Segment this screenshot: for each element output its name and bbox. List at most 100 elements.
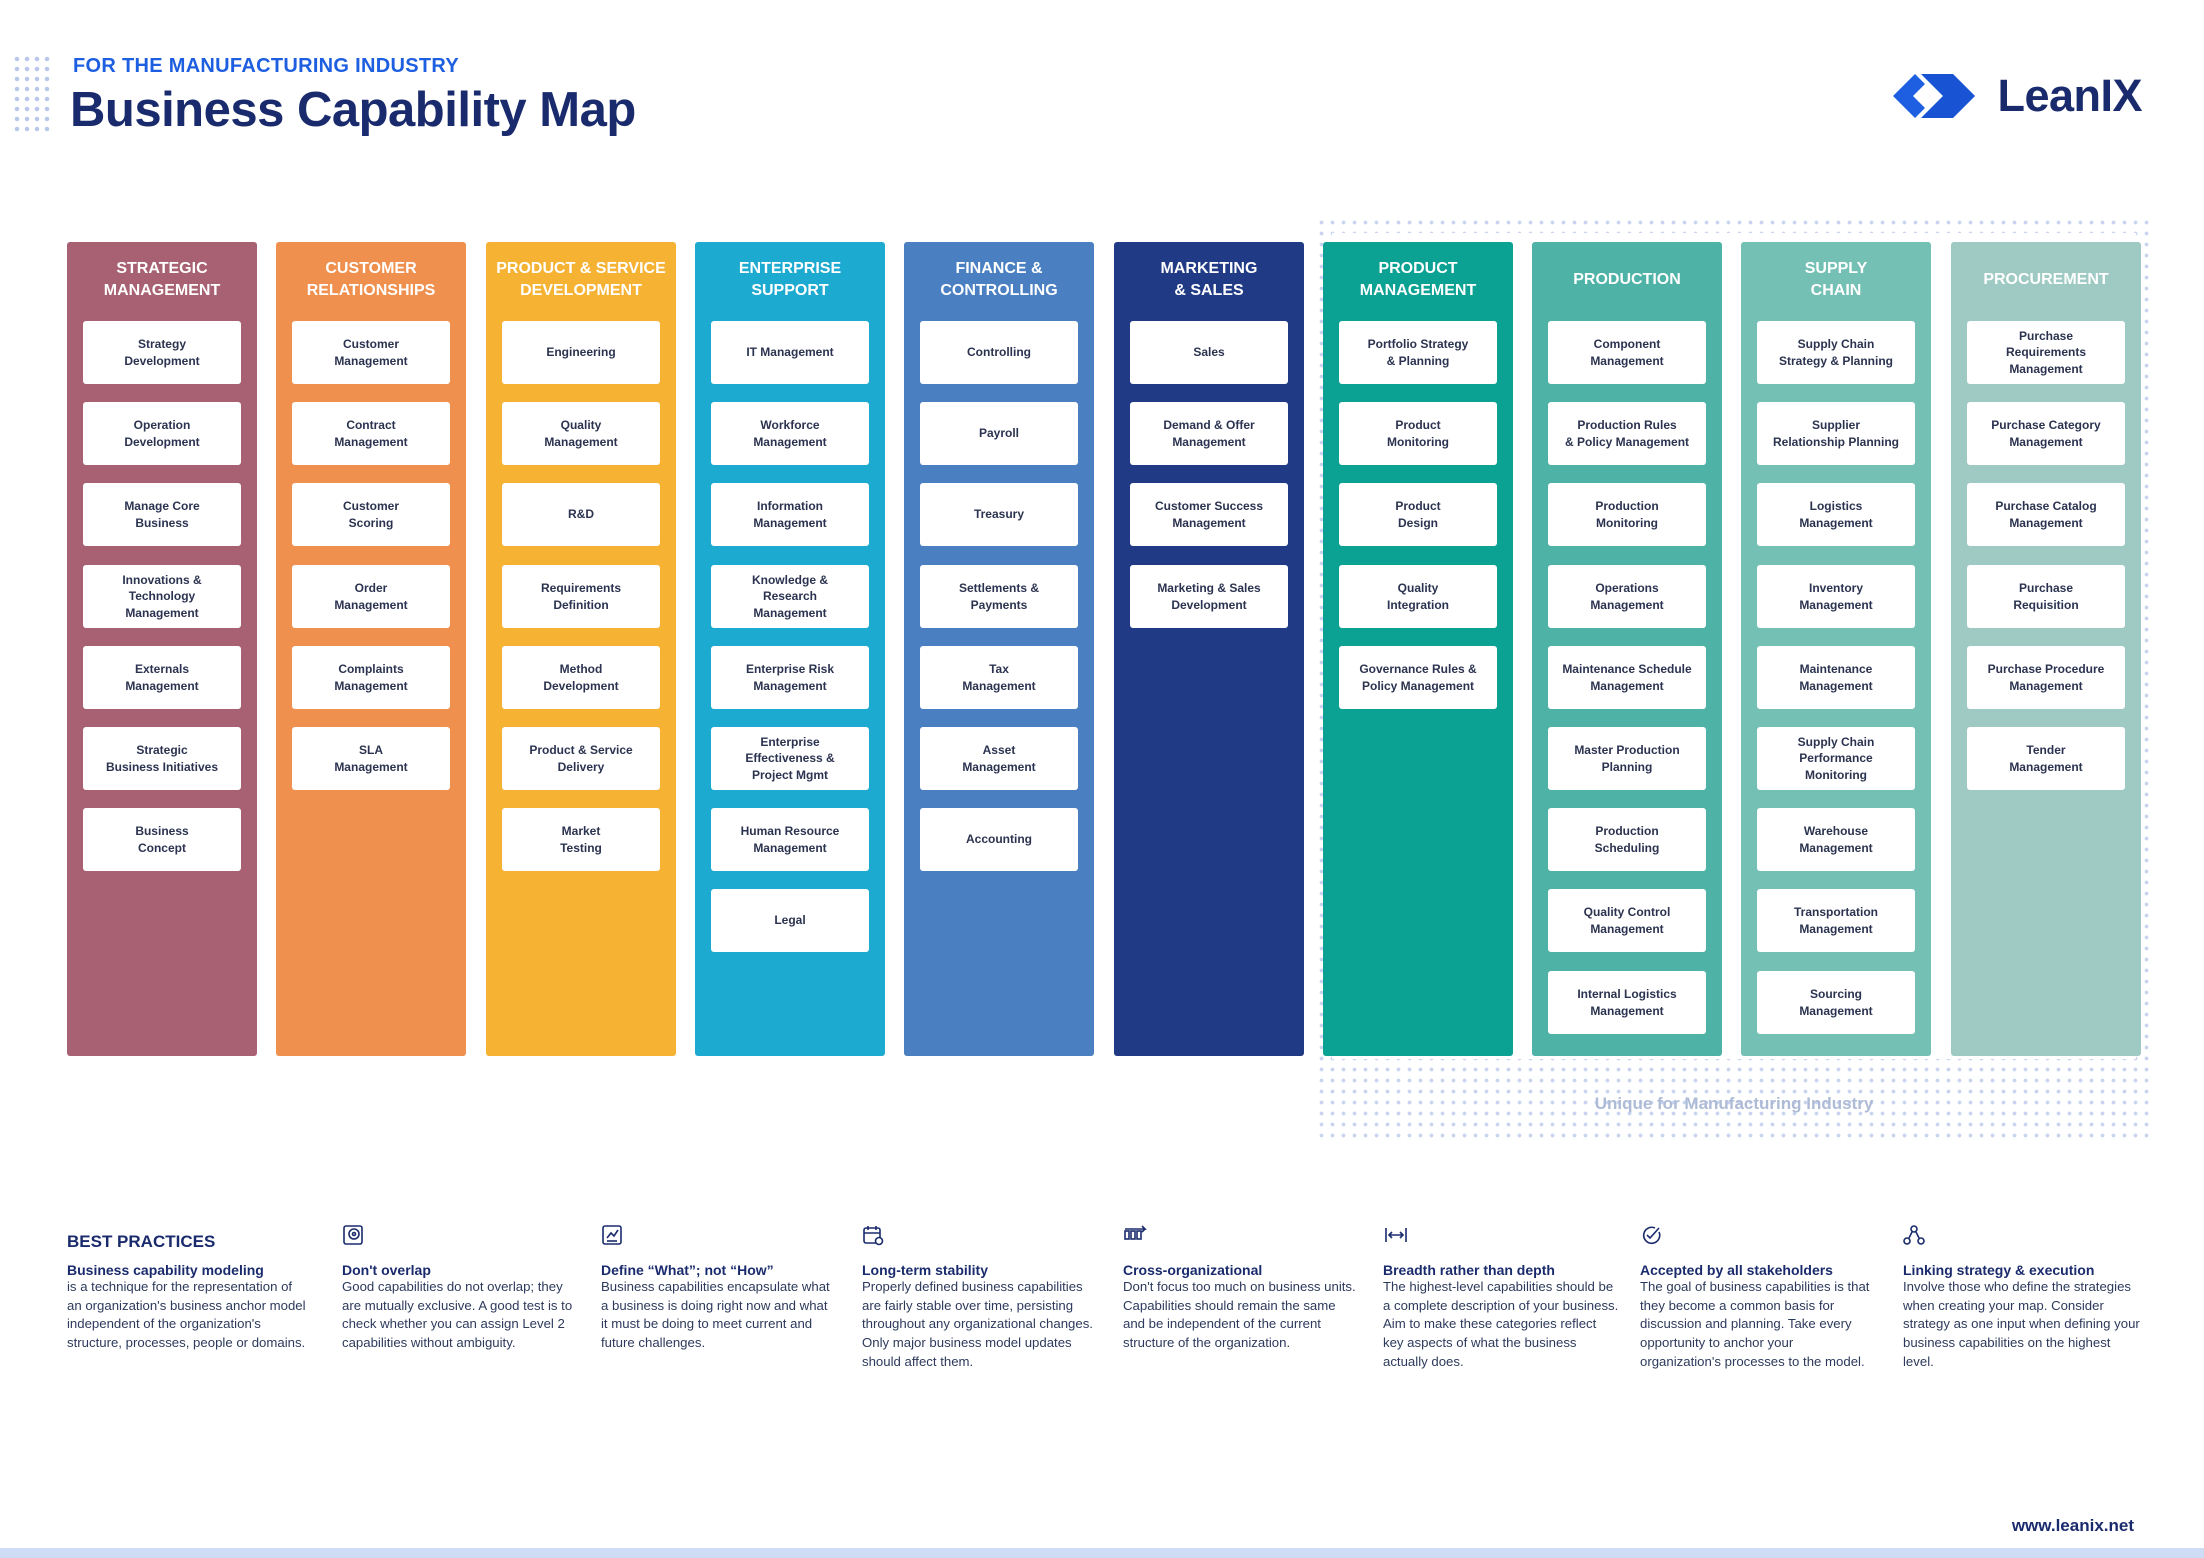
capability-card[interactable]: Market Testing (502, 808, 660, 871)
best-practice-intro-head: Business capability modeling (67, 1262, 264, 1278)
capability-card[interactable]: Method Development (502, 646, 660, 709)
capability-card[interactable]: Information Management (711, 483, 869, 546)
capability-card[interactable]: Customer Scoring (292, 483, 450, 546)
capability-card[interactable]: Product & Service Delivery (502, 727, 660, 790)
best-practice-head: Don't overlap (342, 1262, 431, 1278)
best-practice-item: Linking strategy & execution Involve thos… (1903, 1224, 2143, 1372)
capability-card[interactable]: Customer Management (292, 321, 450, 384)
capability-card[interactable]: Order Management (292, 565, 450, 628)
capability-card[interactable]: Enterprise Risk Management (711, 646, 869, 709)
capability-card[interactable]: Maintenance Schedule Management (1548, 646, 1706, 709)
capability-card[interactable]: Manage Core Business (83, 483, 241, 546)
capability-card[interactable]: Complaints Management (292, 646, 450, 709)
capability-card[interactable]: Purchase Catalog Management (1967, 483, 2125, 546)
capability-card[interactable]: Customer Success Management (1130, 483, 1288, 546)
leanix-logo-icon (1893, 74, 1976, 118)
capability-card[interactable]: Purchase Procedure Management (1967, 646, 2125, 709)
capability-card[interactable]: Transportation Management (1757, 889, 1915, 952)
best-practice-head: Linking strategy & execution (1903, 1262, 2095, 1278)
capability-card[interactable]: Purchase Requisition (1967, 565, 2125, 628)
page-title: Business Capability Map (70, 83, 636, 137)
capability-card[interactable]: Accounting (920, 808, 1078, 871)
capability-card[interactable]: Product Monitoring (1339, 402, 1497, 465)
capability-card[interactable]: SLA Management (292, 727, 450, 790)
capability-card[interactable]: Quality Control Management (1548, 889, 1706, 952)
check-circle-icon (1640, 1224, 1876, 1250)
capability-card[interactable]: Marketing & Sales Development (1130, 565, 1288, 628)
capability-card[interactable]: Supply Chain Strategy & Planning (1757, 321, 1915, 384)
capability-card[interactable]: Quality Management (502, 402, 660, 465)
capability-card[interactable]: Portfolio Strategy & Planning (1339, 321, 1497, 384)
capability-card[interactable]: Supply Chain Performance Monitoring (1757, 727, 1915, 790)
capability-card[interactable]: Purchase Requirements Management (1967, 321, 2125, 384)
header-dots (12, 54, 52, 134)
capability-card[interactable]: Workforce Management (711, 402, 869, 465)
capability-card[interactable]: Production Scheduling (1548, 808, 1706, 871)
capability-column: SUPPLY CHAIN Supply Chain Strategy & Plan… (1741, 242, 1931, 1056)
best-practices-title: BEST PRACTICES (67, 1232, 216, 1251)
capability-card[interactable]: Warehouse Management (1757, 808, 1915, 871)
capability-card[interactable]: Business Concept (83, 808, 241, 871)
capability-card[interactable]: Operation Development (83, 402, 241, 465)
capability-card[interactable]: IT Management (711, 321, 869, 384)
best-practice-text: Properly defined business capabilities a… (862, 1279, 1093, 1369)
capability-card[interactable]: Product Design (1339, 483, 1497, 546)
capability-card[interactable]: Strategy Development (83, 321, 241, 384)
capability-card[interactable]: Operations Management (1548, 565, 1706, 628)
capability-card[interactable]: Payroll (920, 402, 1078, 465)
capability-card[interactable]: Strategic Business Initiatives (83, 727, 241, 790)
capability-card[interactable]: Externals Management (83, 646, 241, 709)
best-practice-item: Cross-organizational Don't focus too much… (1123, 1224, 1359, 1353)
capability-card[interactable]: Innovations & Technology Management (83, 565, 241, 628)
capability-card[interactable]: Demand & Offer Management (1130, 402, 1288, 465)
capability-card[interactable]: Knowledge & Research Management (711, 565, 869, 628)
capability-card[interactable]: Controlling (920, 321, 1078, 384)
best-practice-text: Involve those who define the strategies … (1903, 1279, 2140, 1369)
capability-card[interactable]: Logistics Management (1757, 483, 1915, 546)
cross-arrow-icon (1123, 1224, 1359, 1250)
capability-card[interactable]: Component Management (1548, 321, 1706, 384)
capability-card[interactable]: Governance Rules & Policy Management (1339, 646, 1497, 709)
capability-column: MARKETING & SALES Sales Demand & Offer Man… (1114, 242, 1304, 1056)
capability-card[interactable]: Supplier Relationship Planning (1757, 402, 1915, 465)
best-practice-text: The goal of business capabilities is tha… (1640, 1279, 1870, 1369)
capability-card[interactable]: Tender Management (1967, 727, 2125, 790)
capability-card[interactable]: Treasury (920, 483, 1078, 546)
capability-card[interactable]: Asset Management (920, 727, 1078, 790)
capability-card[interactable]: Sourcing Management (1757, 971, 1915, 1034)
capability-card[interactable]: Legal (711, 889, 869, 952)
capability-column: PRODUCT & SERVICE DEVELOPMENT Engineering… (486, 242, 676, 1056)
capability-card[interactable]: Production Monitoring (1548, 483, 1706, 546)
capability-card[interactable]: R&D (502, 483, 660, 546)
logo-text: LeanIX (1997, 70, 2142, 121)
capability-card[interactable]: Maintenance Management (1757, 646, 1915, 709)
calendar-icon (862, 1224, 1098, 1250)
best-practice-item: Breadth rather than depth The highest-lev… (1383, 1224, 1619, 1372)
capability-card[interactable]: Enterprise Effectiveness & Project Mgmt (711, 727, 869, 790)
capability-card[interactable]: Human Resource Management (711, 808, 869, 871)
capability-card[interactable]: Production Rules & Policy Management (1548, 402, 1706, 465)
footer-bar (0, 1548, 2204, 1558)
capability-card[interactable]: Inventory Management (1757, 565, 1915, 628)
capability-card[interactable]: Purchase Category Management (1967, 402, 2125, 465)
column-title: MARKETING & SALES (1160, 260, 1258, 299)
capability-card[interactable]: Internal Logistics Management (1548, 971, 1706, 1034)
capability-card[interactable]: Master Production Planning (1548, 727, 1706, 790)
best-practice-intro-text: is a technique for the representation of… (67, 1279, 306, 1351)
best-practice-item: Define “What”; not “How” Business capabil… (601, 1224, 837, 1353)
best-practice-head: Long-term stability (862, 1262, 989, 1278)
capability-card[interactable]: Quality Integration (1339, 565, 1497, 628)
capability-card[interactable]: Tax Management (920, 646, 1078, 709)
best-practice-head: Define “What”; not “How” (601, 1262, 774, 1278)
column-title: PROCUREMENT (1983, 271, 2109, 289)
best-practice-item: Long-term stability Properly defined busi… (862, 1224, 1098, 1372)
website-link[interactable]: www.leanix.net (2011, 1516, 2134, 1535)
capability-card[interactable]: Settlements & Payments (920, 565, 1078, 628)
unique-label: Unique for Manufacturing Industry (1594, 1094, 1874, 1113)
column-title: SUPPLY CHAIN (1804, 260, 1868, 299)
capability-card[interactable]: Contract Management (292, 402, 450, 465)
capability-card[interactable]: Requirements Definition (502, 565, 660, 628)
capability-card[interactable]: Sales (1130, 321, 1288, 384)
best-practice-head: Breadth rather than depth (1383, 1262, 1555, 1278)
capability-card[interactable]: Engineering (502, 321, 660, 384)
